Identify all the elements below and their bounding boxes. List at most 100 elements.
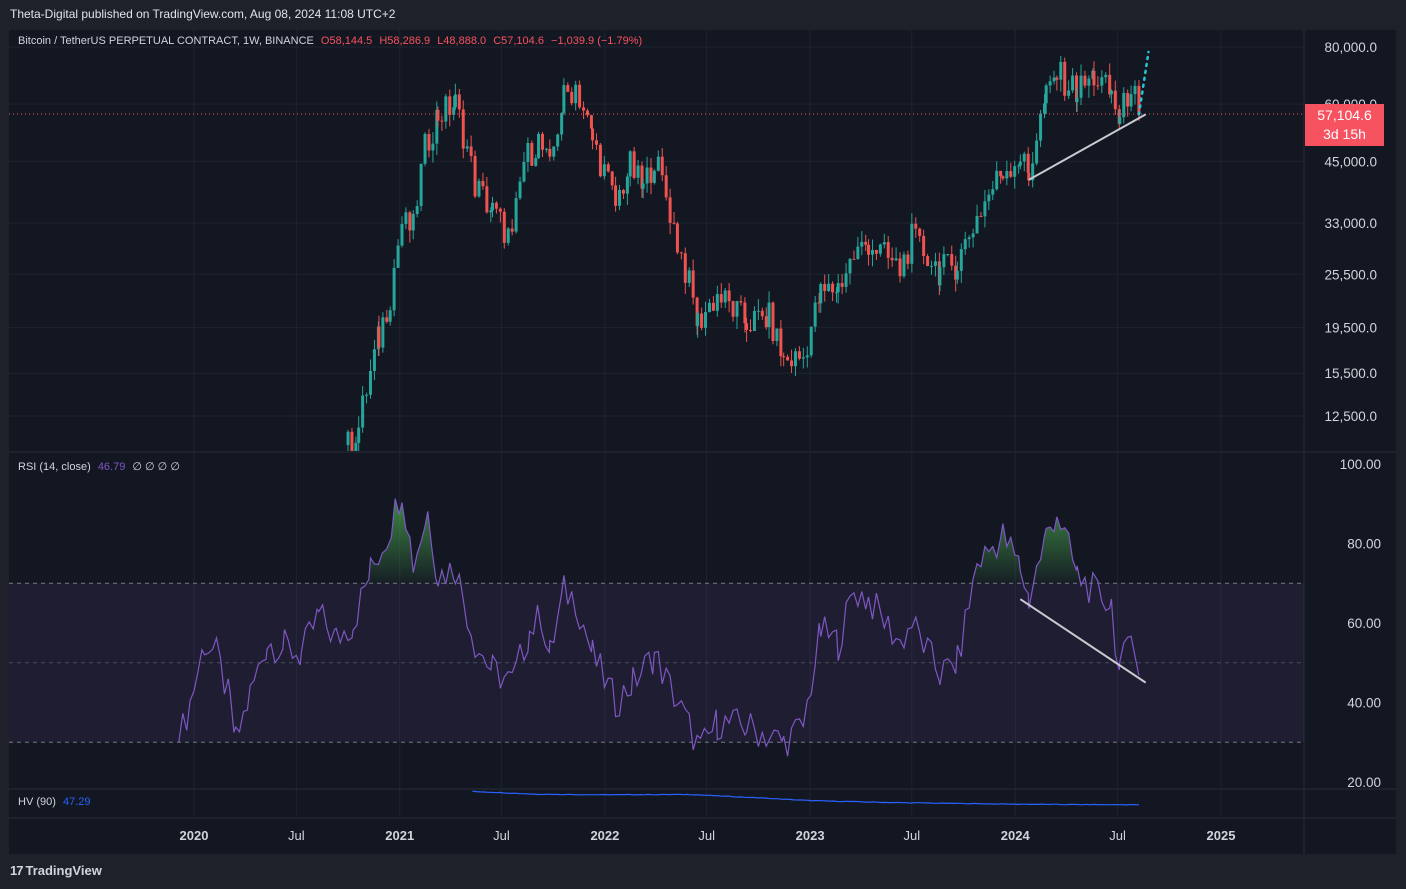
candle-body	[844, 273, 848, 287]
candle-body	[739, 301, 743, 303]
candle-body	[562, 85, 566, 114]
candle-body	[910, 223, 914, 264]
rsi-divergence-trendline	[1019, 598, 1147, 684]
candle-body	[435, 109, 439, 144]
candle-body	[1096, 85, 1100, 87]
candle-body	[544, 148, 548, 150]
candle-body	[898, 258, 902, 277]
rsi-label[interactable]: RSI (14, close)	[18, 461, 91, 473]
candle-body	[882, 242, 886, 245]
footer-brand[interactable]: 17 TradingView	[10, 863, 102, 878]
rsi-overbought-fill	[178, 498, 1139, 584]
low-value: L48,888.0	[437, 35, 487, 47]
candle-body	[890, 257, 894, 261]
candle-body	[388, 310, 392, 322]
candle-body	[1042, 103, 1046, 114]
candle-body	[448, 96, 452, 115]
candle-body	[979, 215, 983, 217]
candle-body	[1017, 165, 1021, 167]
hv-label[interactable]: HV (90)	[18, 796, 56, 808]
candle-body	[566, 85, 570, 92]
price-tick-label: 12,500.0	[1324, 409, 1377, 424]
candle-body	[745, 323, 749, 330]
candle-body	[594, 140, 598, 145]
candle-body	[602, 164, 606, 177]
candle-body	[1013, 166, 1017, 177]
candle-body	[1109, 90, 1113, 95]
candle-body	[377, 326, 381, 348]
candle-body	[427, 134, 431, 151]
candle-body	[365, 394, 369, 396]
candle-body	[756, 310, 760, 312]
candle-body	[510, 228, 514, 232]
x-tick-label: 2021	[385, 828, 414, 843]
candle-body	[1100, 77, 1104, 86]
candle-body	[817, 302, 821, 304]
rsi-value: 46.79	[97, 461, 126, 473]
symbol-label[interactable]: Bitcoin / TetherUS PERPETUAL CONTRACT, 1…	[18, 35, 314, 47]
candle-body	[1067, 90, 1071, 96]
candle-body	[621, 189, 625, 194]
candle-body	[793, 351, 797, 367]
change-value: −1,039.9 (−1.79%)	[551, 35, 643, 47]
candle-body	[652, 170, 656, 183]
rsi-band-background	[9, 583, 1304, 743]
candle-body	[1001, 176, 1005, 179]
last-price-value: 57,104.6	[1317, 107, 1372, 123]
candle-body	[786, 356, 790, 361]
candle-body	[660, 156, 664, 176]
chart-panel[interactable]	[9, 30, 1396, 854]
candle-body	[1075, 97, 1079, 103]
candle-body	[700, 313, 704, 328]
x-tick-label: Jul	[288, 828, 305, 843]
candle-body	[350, 431, 354, 451]
candle-body	[852, 258, 856, 260]
candle-body	[591, 128, 595, 141]
x-tick-label: 2022	[590, 828, 619, 843]
candle-body	[582, 107, 586, 111]
candle-body	[1044, 85, 1048, 104]
candle-body	[385, 317, 389, 322]
x-tick-label: Jul	[904, 828, 921, 843]
candle-body	[625, 176, 629, 194]
candle-body	[530, 143, 534, 166]
candle-body	[408, 212, 412, 231]
candle-body	[735, 301, 739, 317]
candle-body	[585, 110, 589, 116]
candle-body	[614, 185, 618, 206]
candle-body	[1117, 109, 1121, 124]
candle-body	[760, 310, 764, 317]
candle-body	[1118, 117, 1122, 124]
candle-body	[930, 265, 934, 267]
candle-body	[1035, 140, 1039, 164]
last-price-tag: 57,104.6 3d 15h	[1305, 104, 1384, 146]
candle-body	[1022, 153, 1026, 162]
price-legend: Bitcoin / TetherUS PERPETUAL CONTRACT, 1…	[18, 35, 646, 47]
candle-body	[914, 223, 918, 229]
hv-line	[472, 790, 1139, 806]
candle-body	[933, 261, 937, 266]
candle-body	[1031, 163, 1035, 181]
candle-body	[797, 351, 801, 359]
candle-body	[711, 302, 715, 311]
candle-body	[668, 197, 672, 223]
candle-body	[481, 180, 485, 187]
candle-body	[987, 194, 991, 202]
candle-body	[942, 254, 946, 268]
candle-body	[645, 167, 649, 184]
candle-body	[534, 158, 538, 166]
candle-body	[541, 133, 545, 150]
publisher-note: Theta-Digital published on TradingView.c…	[10, 7, 396, 21]
candle-body	[361, 395, 365, 428]
candle-body	[731, 301, 735, 317]
candle-body	[522, 161, 526, 182]
candle-body	[423, 134, 427, 164]
candle-body	[1104, 74, 1108, 78]
open-value: O58,144.5	[320, 35, 373, 47]
bar-countdown: 3d 15h	[1323, 126, 1366, 142]
candle-body	[827, 283, 831, 291]
candle-body	[664, 175, 668, 198]
candle-body	[967, 237, 971, 240]
candle-body	[419, 163, 423, 207]
